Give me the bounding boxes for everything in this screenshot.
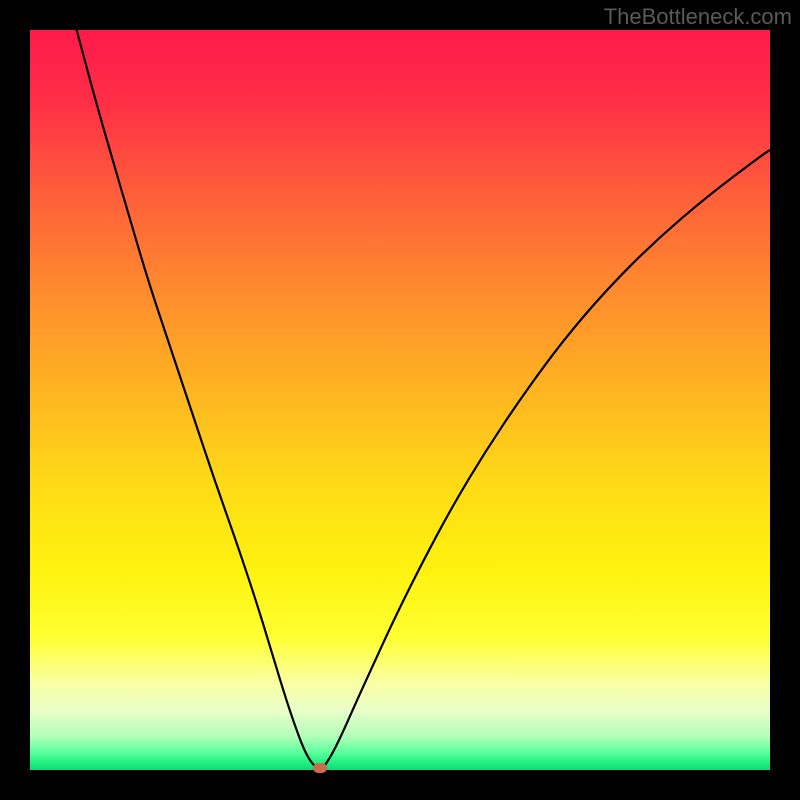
- watermark-text: TheBottleneck.com: [604, 4, 792, 30]
- minimum-marker: [313, 763, 327, 773]
- bottleneck-curve: [30, 30, 770, 770]
- bottleneck-chart: [30, 30, 770, 770]
